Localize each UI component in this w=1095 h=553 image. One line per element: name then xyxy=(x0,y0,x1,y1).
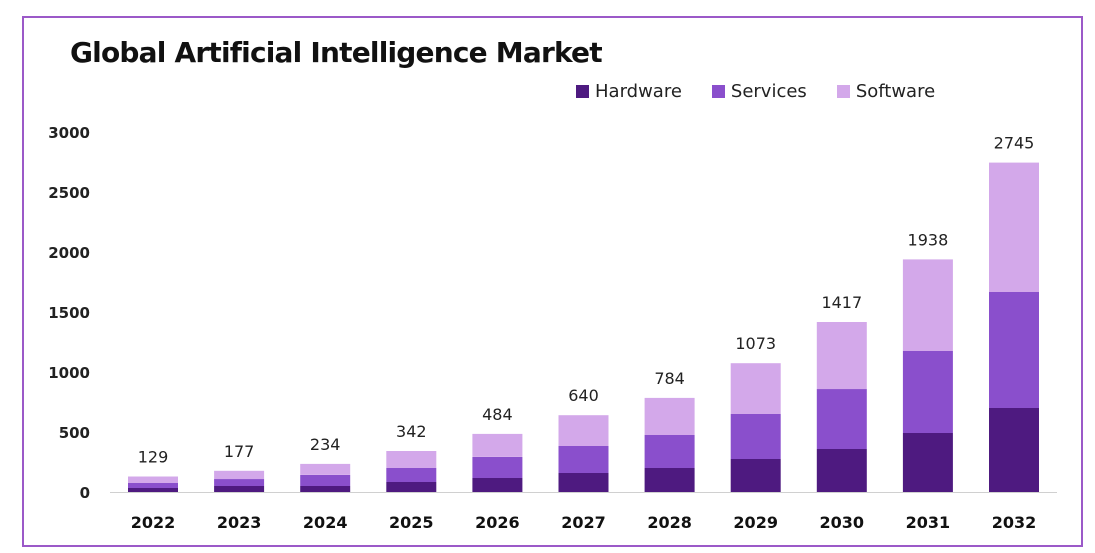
bar-segment-services xyxy=(989,292,1039,408)
legend: Hardware Services Software xyxy=(576,81,965,102)
bar-segment-hardware xyxy=(644,468,695,492)
bar-segment-services xyxy=(816,389,867,449)
x-tick-label: 2027 xyxy=(561,513,606,532)
x-tick-label: 2023 xyxy=(217,513,262,532)
bar-segment-software xyxy=(989,162,1039,292)
x-tick-label: 2024 xyxy=(303,513,348,532)
bar-segment-services xyxy=(128,483,178,488)
bar-segment-hardware xyxy=(300,486,351,492)
bar-segment-hardware xyxy=(730,459,781,492)
bar-segment-services xyxy=(386,468,437,482)
bar-segment-services xyxy=(558,446,609,473)
bar-segment-software xyxy=(902,259,953,351)
y-tick-label: 2000 xyxy=(48,244,90,262)
bar-segment-hardware xyxy=(472,478,523,492)
bar-segment-services xyxy=(644,435,695,468)
data-label: 1073 xyxy=(735,334,776,353)
legend-item-hardware: Hardware xyxy=(576,81,682,102)
x-tick-label: 2032 xyxy=(992,513,1037,532)
bar-segment-services xyxy=(300,475,351,486)
y-tick-label: 1500 xyxy=(48,304,90,322)
x-tick-label: 2029 xyxy=(733,513,778,532)
chart-title: Global Artificial Intelligence Market xyxy=(70,36,603,69)
y-tick-label: 3000 xyxy=(48,124,90,142)
bar-segment-services xyxy=(730,414,781,459)
legend-label-hardware: Hardware xyxy=(595,81,682,102)
bar-segment-hardware xyxy=(816,449,867,492)
data-label: 640 xyxy=(568,386,599,405)
legend-swatch-hardware xyxy=(576,85,589,98)
legend-swatch-software xyxy=(836,85,850,98)
y-tick-label: 2500 xyxy=(48,184,90,202)
bar-segment-software xyxy=(214,470,265,480)
data-label: 2745 xyxy=(994,134,1035,153)
data-label: 784 xyxy=(654,369,685,388)
bar-segment-software xyxy=(816,322,867,390)
data-label: 342 xyxy=(396,422,427,441)
bar-segment-software xyxy=(300,463,351,475)
data-label: 129 xyxy=(138,448,169,467)
bar-segment-software xyxy=(558,415,609,446)
bar-segment-hardware xyxy=(989,408,1039,492)
bar-segment-services xyxy=(902,351,953,433)
data-label: 484 xyxy=(482,405,513,424)
legend-label-services: Services xyxy=(730,81,807,102)
data-label: 234 xyxy=(310,435,341,454)
bar-segment-software xyxy=(730,363,781,414)
bar-segment-services xyxy=(214,479,265,486)
legend-item-services: Services xyxy=(711,81,807,102)
bar-segment-software xyxy=(386,451,437,468)
legend-label-software: Software xyxy=(855,81,936,102)
data-label: 1417 xyxy=(821,293,862,312)
data-label: 1938 xyxy=(908,230,949,249)
bar-segment-hardware xyxy=(386,482,437,492)
x-tick-label: 2026 xyxy=(475,513,520,532)
bar-segment-software xyxy=(128,476,178,483)
bar-segment-hardware xyxy=(214,486,265,492)
x-tick-label: 2031 xyxy=(906,513,951,532)
bar-segment-hardware xyxy=(902,433,953,492)
x-tick-label: 2022 xyxy=(131,513,176,532)
legend-item-software: Software xyxy=(836,81,936,102)
bar-segment-software xyxy=(644,397,695,435)
x-tick-label: 2025 xyxy=(389,513,434,532)
bar-segment-hardware xyxy=(128,488,178,492)
bar-segment-software xyxy=(472,433,523,457)
bar-segment-services xyxy=(472,457,523,478)
data-label: 177 xyxy=(224,442,255,461)
y-tick-label: 500 xyxy=(59,424,90,442)
x-tick-label: 2028 xyxy=(647,513,692,532)
y-tick-label: 1000 xyxy=(48,364,90,382)
x-tick-label: 2030 xyxy=(820,513,865,532)
bar-segment-hardware xyxy=(558,473,609,492)
y-tick-label: 0 xyxy=(80,484,90,502)
legend-swatch-services xyxy=(711,85,725,98)
